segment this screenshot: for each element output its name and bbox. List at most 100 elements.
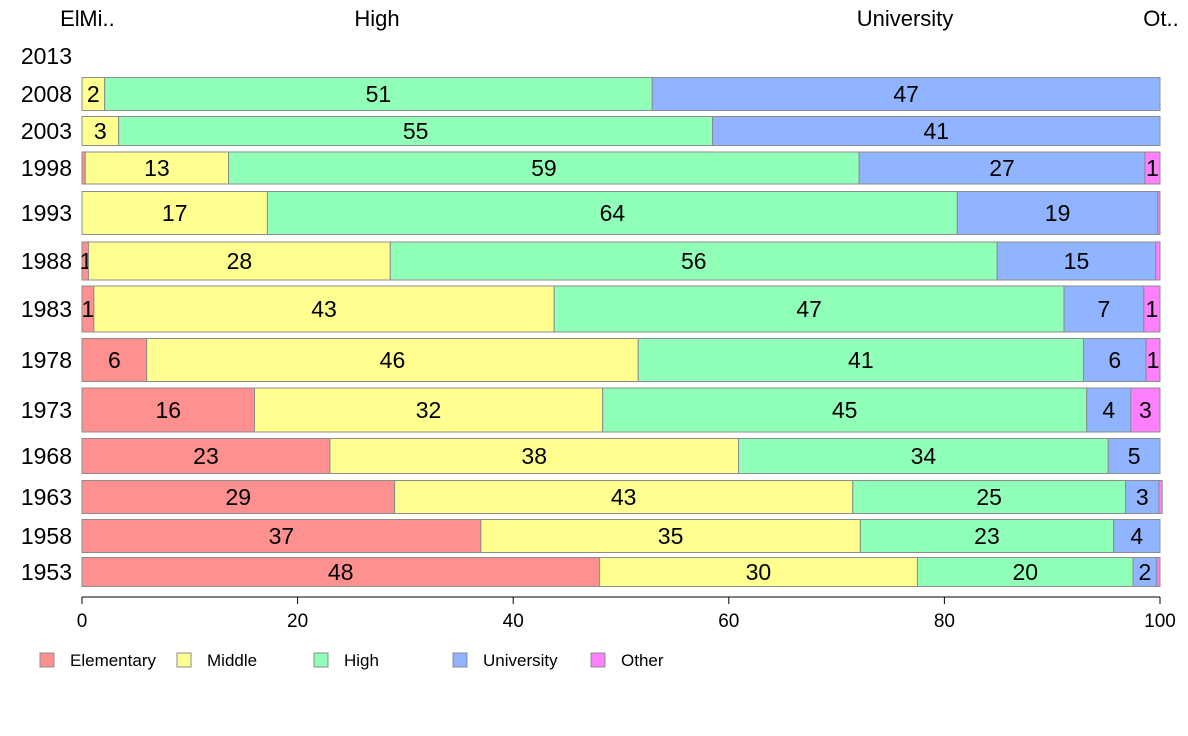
data-label: 7	[1098, 296, 1111, 322]
bar-segment	[553, 285, 1065, 333]
x-tick-label: 80	[934, 611, 955, 632]
x-tick-label: 20	[287, 611, 308, 632]
data-label: 1	[82, 296, 95, 322]
legend-label: Elementary	[70, 651, 156, 670]
year-label: 1953	[21, 559, 72, 585]
data-label: 56	[681, 248, 707, 274]
legend-label: High	[344, 651, 379, 670]
data-label: 4	[1102, 397, 1115, 423]
data-label: 4	[1130, 523, 1143, 549]
year-label: 1983	[21, 296, 72, 322]
bar-segment	[1143, 285, 1161, 333]
data-label: 30	[746, 559, 772, 585]
bar-segment	[598, 557, 918, 587]
bar-segment	[852, 480, 1127, 514]
legend-swatch	[452, 652, 468, 668]
year-label: 1993	[21, 200, 72, 226]
bar-segment	[1130, 387, 1161, 433]
data-label: 16	[155, 397, 181, 423]
data-label: 3	[1139, 397, 1152, 423]
bar-segment	[1145, 338, 1161, 382]
legend-swatch	[39, 652, 55, 668]
data-label: 51	[366, 81, 392, 107]
bar-segment	[956, 191, 1159, 235]
data-label: 35	[658, 523, 684, 549]
data-label: 13	[144, 155, 170, 181]
data-label: 1	[1146, 155, 1159, 181]
data-label: 25	[976, 484, 1002, 510]
bar-segment	[81, 338, 148, 382]
data-label: 41	[848, 347, 874, 373]
bar-segment	[87, 241, 391, 281]
data-label: 47	[893, 81, 919, 107]
bar-segment	[253, 387, 604, 433]
year-label: 2013	[21, 43, 72, 69]
bar-segment	[602, 387, 1088, 433]
year-label: 2008	[21, 81, 72, 107]
bar-segment	[81, 387, 255, 433]
data-label: 28	[227, 248, 253, 274]
data-label: 48	[328, 559, 354, 585]
legend-label: University	[483, 651, 558, 670]
bar-segment	[651, 77, 1161, 111]
data-label: 3	[94, 118, 107, 144]
data-label: 47	[796, 296, 822, 322]
bar-segment	[1063, 285, 1145, 333]
data-label: 19	[1045, 200, 1071, 226]
year-label: 1978	[21, 347, 72, 373]
data-label: 59	[531, 155, 557, 181]
bar-segment	[738, 438, 1109, 474]
bar-segment	[81, 519, 482, 553]
year-label: 1998	[21, 155, 72, 181]
bar-segment	[81, 191, 268, 235]
data-label: 5	[1128, 443, 1141, 469]
data-label: 15	[1064, 248, 1090, 274]
bar-segment	[1156, 557, 1161, 587]
legend-swatch	[313, 652, 329, 668]
bar-segment	[1107, 438, 1161, 474]
legend-label: Middle	[207, 651, 257, 670]
x-tick-label: 0	[77, 611, 88, 632]
legend-label: Other	[621, 651, 664, 670]
data-label: 64	[600, 200, 626, 226]
top-label: Mi..	[79, 6, 114, 31]
top-label: Ot..	[1143, 6, 1178, 31]
data-label: 45	[832, 397, 858, 423]
bar-segment	[859, 519, 1115, 553]
legend-swatch	[176, 652, 192, 668]
data-label: 2	[1139, 559, 1152, 585]
bar-segment	[389, 241, 998, 281]
bar-segment	[480, 519, 861, 553]
bar-segment	[81, 480, 396, 514]
data-label: 23	[193, 443, 219, 469]
data-label: 46	[380, 347, 406, 373]
data-label: 6	[1108, 347, 1121, 373]
data-label: 37	[269, 523, 295, 549]
year-label: 1988	[21, 248, 72, 274]
bar-segment	[916, 557, 1134, 587]
year-label: 1958	[21, 523, 72, 549]
data-label: 29	[226, 484, 252, 510]
x-tick-label: 40	[503, 611, 524, 632]
data-label: 17	[162, 200, 188, 226]
bar-segment	[1155, 241, 1161, 281]
data-label: 43	[611, 484, 637, 510]
data-label: 41	[924, 118, 950, 144]
bar-segment	[93, 285, 555, 333]
top-label: El..	[60, 6, 92, 31]
year-label: 2003	[21, 118, 72, 144]
bar-segment	[1158, 480, 1163, 514]
data-label: 27	[989, 155, 1015, 181]
year-label: 1963	[21, 484, 72, 510]
x-tick-label: 100	[1144, 611, 1176, 632]
x-axis: 0 20 40 60 80 100	[77, 596, 1176, 632]
bar-segment	[1144, 151, 1161, 185]
legend: Elementary Middle High University Other	[39, 651, 664, 670]
legend-swatch	[590, 652, 606, 668]
data-label: 2	[87, 81, 100, 107]
data-label: 34	[911, 443, 937, 469]
bar-segment	[84, 151, 230, 185]
bar-segment	[858, 151, 1146, 185]
bar-segment	[104, 77, 653, 111]
